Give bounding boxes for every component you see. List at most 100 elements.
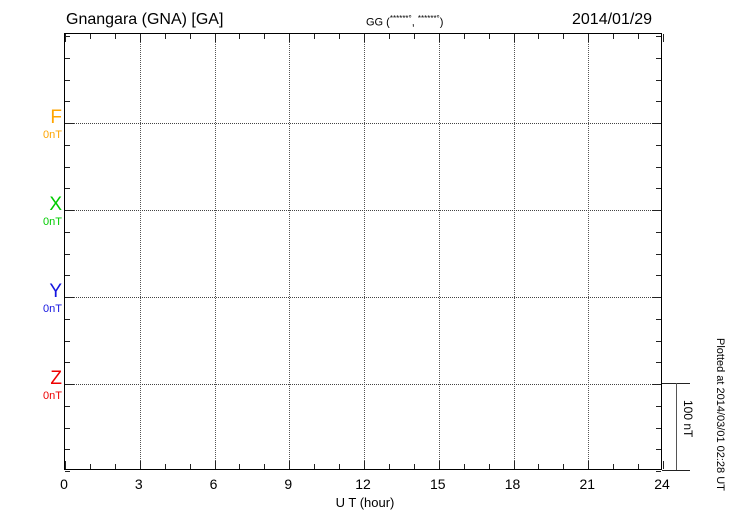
- x-axis-tick: [663, 34, 664, 42]
- plotted-at-stamp: Plotted at 2014/03/01 02:28 UT: [714, 338, 726, 491]
- x-axis-tick: [438, 461, 440, 469]
- x-axis-tick: [663, 461, 664, 469]
- vertical-gridline: [214, 34, 216, 469]
- x-axis-tick-label: 24: [654, 476, 670, 492]
- x-axis-tick: [513, 34, 515, 42]
- coord-system-label: GG: [366, 16, 384, 29]
- y-axis-tick: [65, 362, 70, 363]
- y-axis-tick: [656, 428, 661, 429]
- y-axis-tick: [656, 471, 661, 472]
- x-axis-tick: [65, 461, 66, 469]
- vertical-gridline: [513, 34, 515, 469]
- x-axis-tick: [314, 34, 316, 39]
- y-axis-tick: [656, 80, 661, 81]
- y-axis-tick: [65, 384, 74, 385]
- x-axis-tick: [214, 461, 216, 469]
- component-label-y: Y 0nT: [12, 282, 62, 315]
- vertical-gridline: [588, 34, 590, 469]
- x-axis-tick: [588, 34, 590, 42]
- y-axis-tick: [65, 145, 70, 146]
- y-axis-tick: [65, 167, 70, 168]
- x-axis-tick: [89, 34, 91, 39]
- x-axis-tick: [189, 34, 191, 39]
- x-axis-tick: [339, 34, 341, 39]
- x-axis-tick: [538, 464, 540, 469]
- y-axis-tick: [65, 123, 74, 124]
- x-axis-tick: [638, 464, 640, 469]
- longitude-value: ******°: [417, 14, 440, 23]
- x-axis-tick: [164, 34, 166, 39]
- x-axis-tick: [638, 34, 640, 39]
- observation-date: 2014/01/29: [572, 11, 653, 28]
- y-axis-tick: [65, 58, 70, 59]
- scale-bar: [676, 383, 677, 470]
- component-label-x: X 0nT: [12, 195, 62, 228]
- component-label-f: F 0nT: [12, 108, 62, 141]
- x-axis-tick: [388, 34, 390, 39]
- x-axis-tick: [413, 34, 415, 39]
- x-axis-tick: [463, 34, 465, 39]
- y-axis-tick: [65, 319, 70, 320]
- y-axis-tick: [656, 58, 661, 59]
- plot-area: [64, 33, 664, 472]
- x-axis-tick: [538, 34, 540, 39]
- y-axis-tick: [65, 449, 70, 450]
- scale-bar-label: 100 nT: [681, 400, 695, 438]
- y-axis-tick: [652, 297, 661, 298]
- vertical-gridline: [139, 34, 141, 469]
- x-axis-tick: [114, 34, 116, 39]
- x-axis-tick: [314, 464, 316, 469]
- component-baseline-z: 0nT: [43, 390, 62, 402]
- vertical-gridline: [364, 34, 365, 469]
- coord-separator: ,: [411, 16, 418, 29]
- x-axis-tick: [463, 464, 465, 469]
- y-axis-tick: [652, 123, 661, 124]
- y-axis-tick: [656, 275, 661, 276]
- x-axis-tick: [513, 461, 515, 469]
- x-axis-tick: [139, 461, 141, 469]
- component-baseline-f: 0nT: [43, 129, 62, 141]
- y-axis-tick: [652, 210, 661, 211]
- x-axis-tick-label: 0: [60, 476, 68, 492]
- x-axis-tick: [89, 464, 91, 469]
- x-axis-tick: [364, 461, 365, 469]
- y-axis-tick: [65, 275, 70, 276]
- y-axis-tick: [656, 319, 661, 320]
- y-axis-tick: [65, 232, 70, 233]
- y-axis-tick: [65, 341, 70, 342]
- x-axis-tick-label: 3: [134, 476, 143, 492]
- y-axis-tick: [65, 210, 74, 211]
- baseline-gridline-z: [65, 384, 661, 385]
- component-label-z: Z 0nT: [12, 369, 62, 402]
- x-axis-tick: [164, 464, 166, 469]
- y-axis-tick: [656, 406, 661, 407]
- component-symbol-x: X: [49, 194, 62, 215]
- x-axis-tick: [264, 464, 266, 469]
- x-axis-tick: [289, 34, 291, 42]
- x-axis-tick-label: 21: [579, 476, 596, 492]
- y-axis-tick: [656, 362, 661, 363]
- y-axis-tick: [65, 406, 70, 407]
- x-axis-tick: [488, 464, 490, 469]
- x-axis-tick: [488, 34, 490, 39]
- x-axis-tick: [339, 464, 341, 469]
- y-axis-tick: [652, 384, 661, 385]
- vertical-gridline: [438, 34, 440, 469]
- x-axis-tick: [613, 464, 615, 469]
- page-title: Gnangara (GNA) [GA]: [66, 11, 224, 28]
- x-axis-tick: [214, 34, 216, 42]
- x-axis-tick: [563, 464, 565, 469]
- y-axis-tick: [656, 101, 661, 102]
- component-symbol-f: F: [50, 107, 62, 128]
- y-axis-tick: [656, 254, 661, 255]
- y-axis-tick: [65, 297, 74, 298]
- x-axis-tick-label: 18: [504, 476, 521, 492]
- x-axis-tick-label: 12: [355, 476, 371, 492]
- x-axis-tick-label: 6: [209, 476, 218, 492]
- x-axis-tick: [139, 34, 141, 42]
- x-axis-title: U T (hour): [335, 495, 395, 510]
- x-axis-tick-label: 9: [284, 476, 293, 492]
- x-axis-tick: [613, 34, 615, 39]
- x-axis-tick: [289, 461, 291, 469]
